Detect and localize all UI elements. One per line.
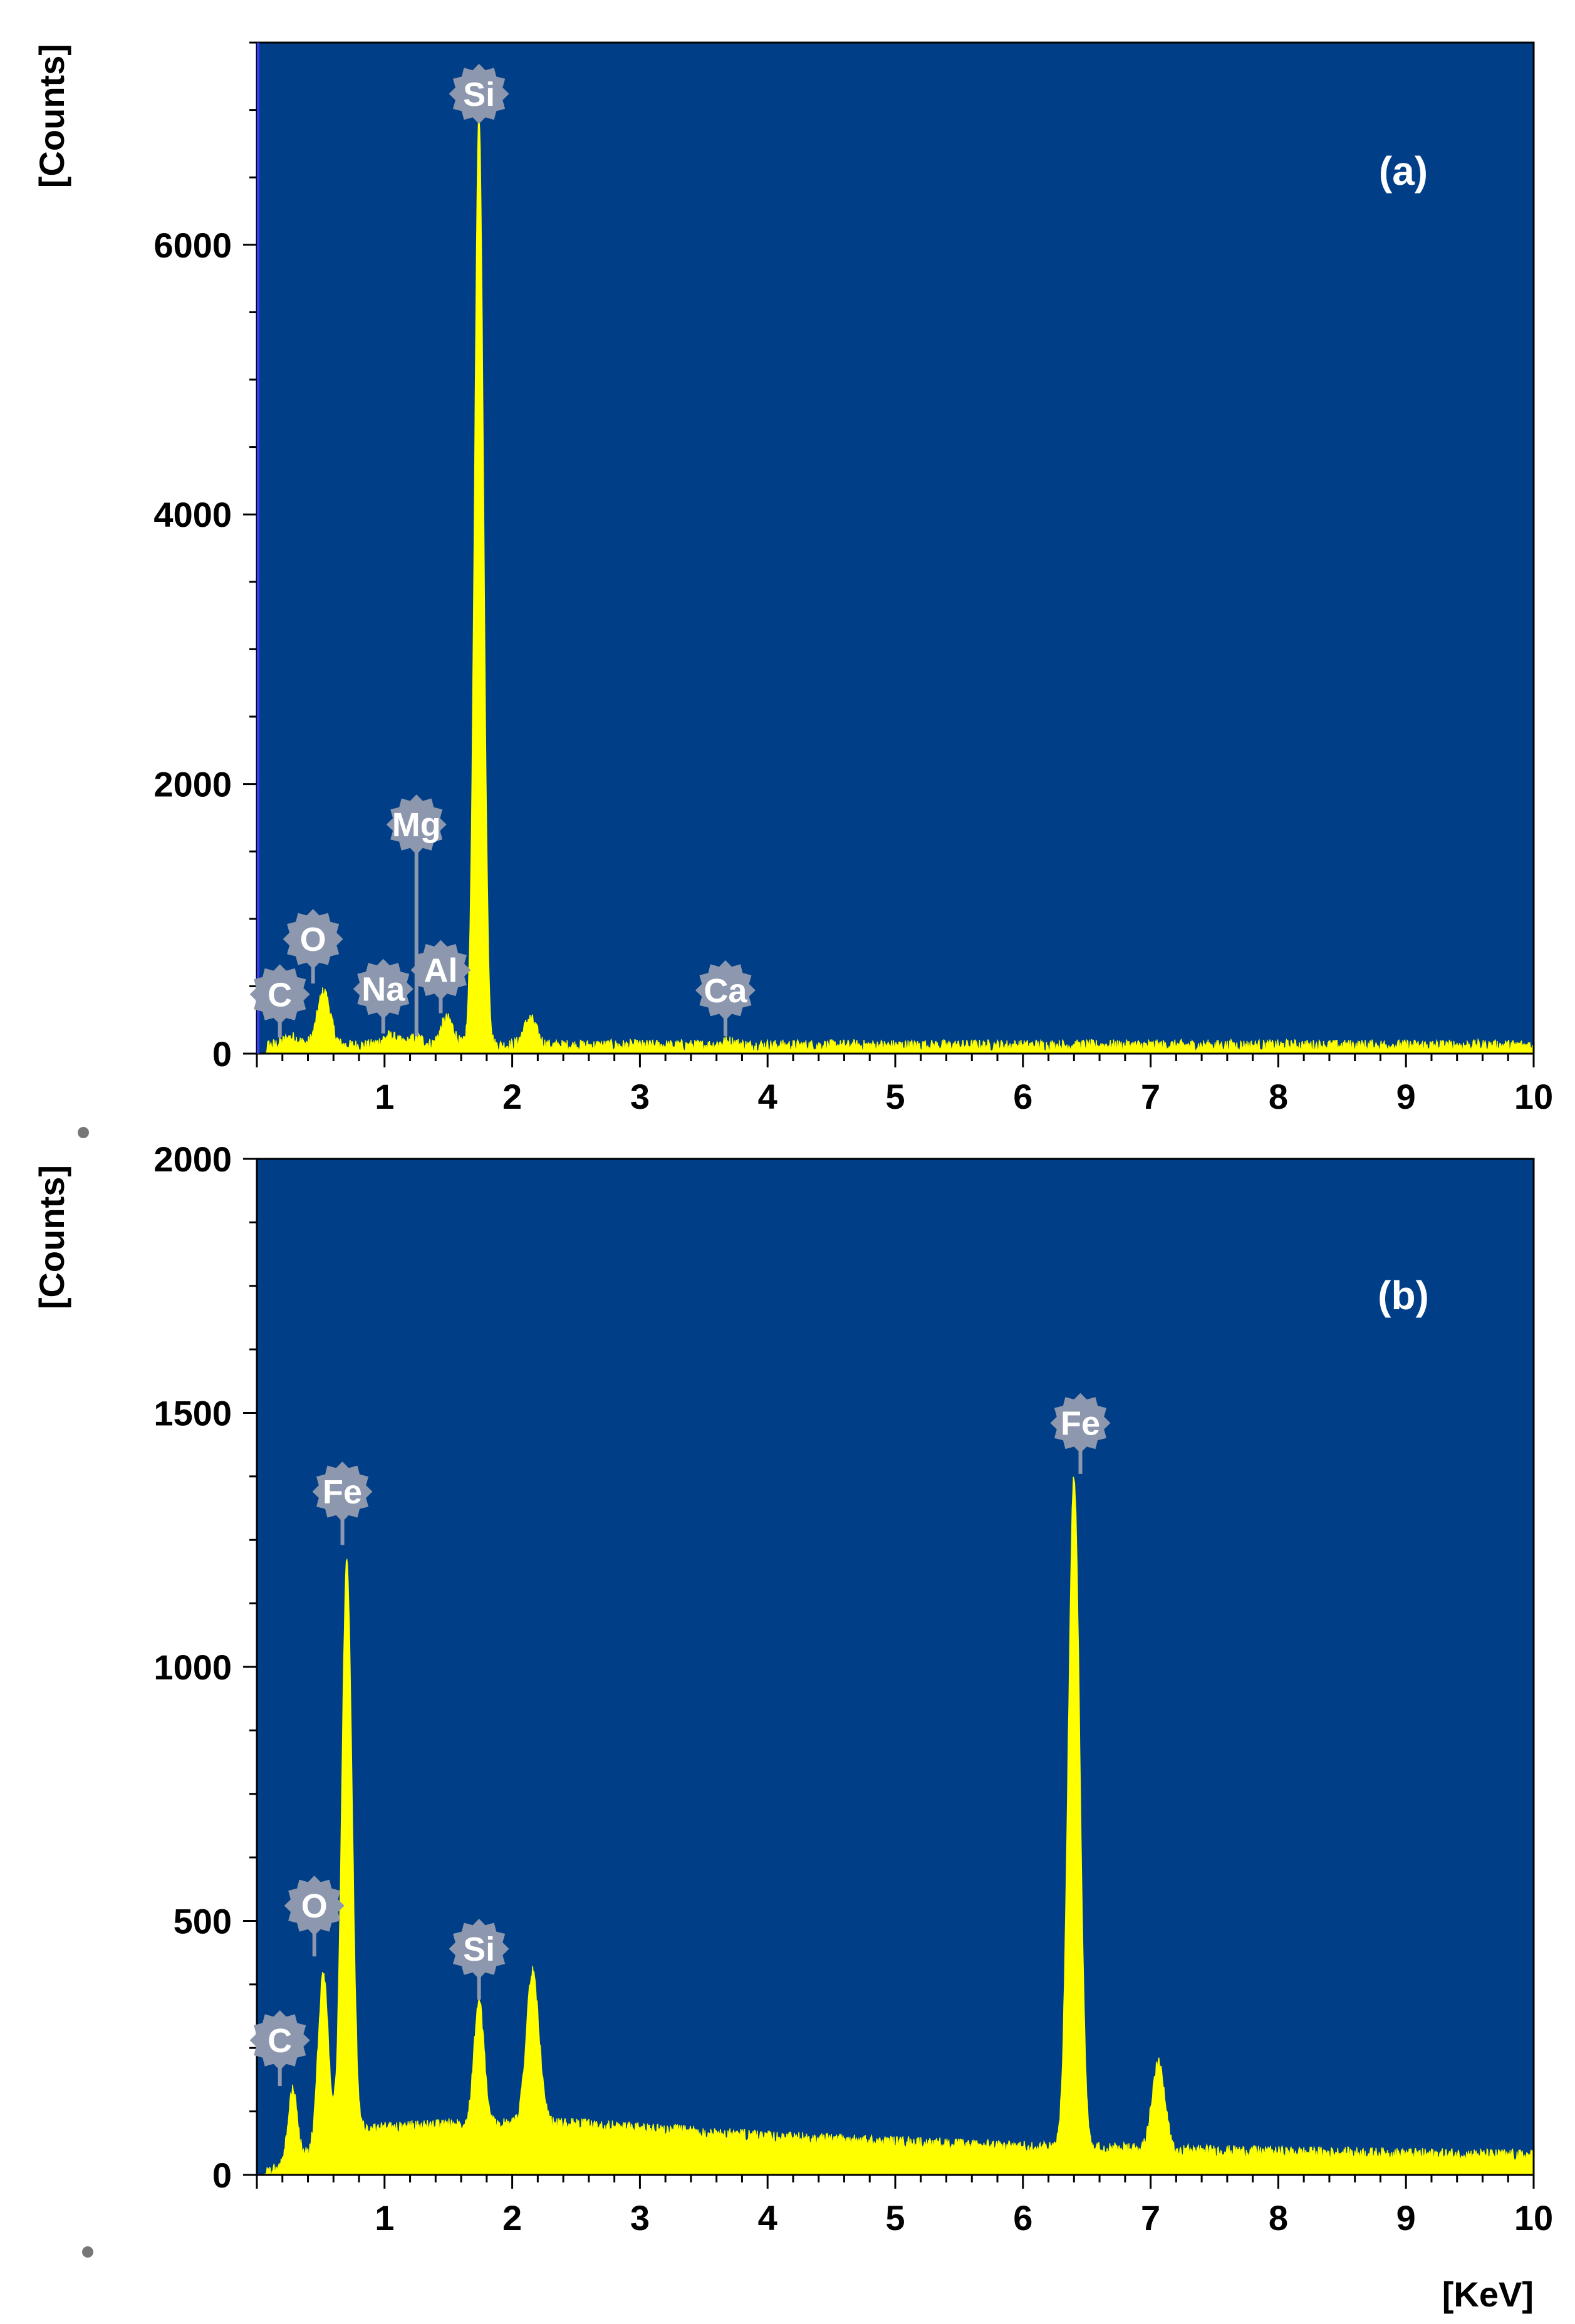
x-tick-label: 8 (1269, 2198, 1288, 2238)
y-tick-label: 0 (212, 1034, 232, 1074)
peak-badge (353, 958, 413, 1019)
plot-area-b (257, 1159, 1534, 2175)
spectrum-a (257, 117, 1534, 1054)
y-tick-label: 2000 (153, 1139, 232, 1179)
peak-badge (312, 1461, 373, 1522)
y-tick-label: 500 (174, 1902, 232, 1941)
x-tick-label: 4 (758, 2198, 777, 2238)
y-tick-label: 2000 (153, 765, 232, 804)
peak-label-mg: Mg (392, 806, 441, 844)
y-tick-label: 4000 (153, 495, 232, 534)
x-tick-label: 10 (1514, 1077, 1553, 1116)
peak-badge (284, 1875, 345, 1936)
peak-badge (386, 794, 447, 855)
peak-label-ca: Ca (704, 972, 747, 1010)
peak-badge (410, 940, 471, 1000)
x-tick-label: 10 (1514, 2198, 1553, 2238)
y-tick-label: 1500 (153, 1394, 232, 1433)
peak-badge (1050, 1393, 1111, 1453)
y-axis-label: [Counts] (32, 1165, 71, 1309)
peak-badge (695, 960, 756, 1020)
x-tick-label: 5 (885, 1077, 905, 1116)
peak-label-si: Si (463, 1931, 495, 1968)
peak-label-c: C (268, 976, 292, 1014)
y-tick-label: 6000 (153, 226, 232, 265)
x-tick-label: 5 (885, 2198, 905, 2238)
peak-badge (249, 964, 310, 1025)
peak-badge (249, 2010, 310, 2071)
y-axis-label: [Counts] (32, 44, 71, 188)
x-tick-label: 9 (1396, 2198, 1416, 2238)
y-tick-label: 1000 (153, 1647, 232, 1687)
x-tick-label: 2 (502, 1077, 522, 1116)
x-tick-label: 2 (502, 2198, 522, 2238)
margin-dot (78, 1127, 89, 1138)
x-tick-label: 6 (1013, 1077, 1032, 1116)
peak-label-fe: Fe (1061, 1405, 1100, 1443)
peak-label-si: Si (463, 76, 495, 113)
peak-badge (283, 909, 343, 970)
x-tick-label: 1 (375, 1077, 394, 1116)
y-tick-label: 0 (212, 2155, 232, 2195)
panel-label: (b) (1378, 1273, 1429, 1318)
peak-label-fe: Fe (323, 1473, 362, 1511)
peak-badge (449, 63, 509, 124)
spectrum-b (257, 1476, 1534, 2176)
x-tick-label: 1 (375, 2198, 394, 2238)
peak-badge (449, 1919, 509, 1979)
peak-label-o: O (300, 921, 326, 958)
plot-area-a (257, 43, 1534, 1054)
x-axis-label: [KeV] (1442, 2275, 1534, 2314)
panel-b: 1 2 3 4 5 6 7 8 9 10 0 500 1000 1500 2000 [Counts] [KeV]… (32, 1139, 1553, 2314)
x-tick-label: 6 (1013, 2198, 1032, 2238)
x-tick-label: 3 (630, 2198, 650, 2238)
x-tick-label: 7 (1141, 2198, 1160, 2238)
panel-label: (a) (1379, 148, 1428, 194)
peak-label-al: Al (424, 952, 457, 990)
peak-label-o: O (301, 1887, 328, 1925)
margin-dot (82, 2246, 93, 2258)
peak-label-na: Na (361, 971, 405, 1009)
x-tick-label: 9 (1396, 1077, 1416, 1116)
peak-label-c: C (268, 2022, 292, 2060)
x-tick-label: 4 (758, 1077, 777, 1116)
x-tick-label: 3 (630, 1077, 650, 1116)
x-tick-label: 8 (1269, 1077, 1288, 1116)
x-tick-label: 7 (1141, 1077, 1160, 1116)
panel-a: 1 2 3 4 5 6 7 8 9 10 0 2000 4000 6000 [Counts] (a) Si Mg O… (32, 41, 1553, 1116)
